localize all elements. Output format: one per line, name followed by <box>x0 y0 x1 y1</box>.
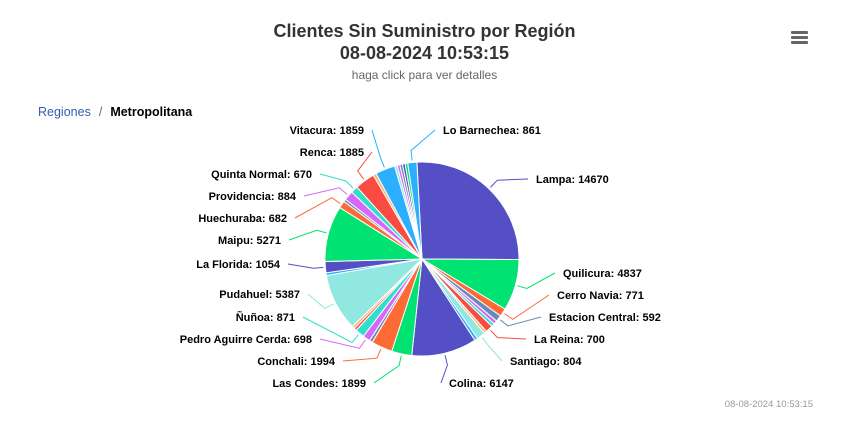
data-label-lampa[interactable]: Lampa: 14670 <box>536 174 609 186</box>
data-label-pudahuel[interactable]: Pudahuel: 5387 <box>219 289 300 301</box>
data-label-estacion-central[interactable]: Estacion Central: 592 <box>549 312 661 324</box>
data-label-quilicura[interactable]: Quilicura: 4837 <box>563 268 642 280</box>
connector-lampa <box>490 178 529 188</box>
connector-huechuraba <box>294 197 341 219</box>
chart-credits-timestamp: 08-08-2024 10:53:15 <box>724 399 813 410</box>
connector-lo-barnechea <box>410 129 436 161</box>
pie-slice-lo-barnechea[interactable] <box>407 161 423 260</box>
connector-quinta-normal <box>319 173 354 189</box>
connector-las-condes <box>373 355 402 384</box>
connector-colina <box>440 355 448 384</box>
breadcrumb-regiones-link[interactable]: Regiones <box>38 105 91 119</box>
breadcrumb-current: Metropolitana <box>110 105 193 119</box>
data-label-pedro-aguirre-cerda[interactable]: Pedro Aguirre Cerda: 698 <box>180 334 312 346</box>
connector-la-reina <box>490 330 527 340</box>
data-label-colina[interactable]: Colina: 6147 <box>449 378 514 390</box>
connector-pudahuel <box>307 293 334 309</box>
data-label-la-reina[interactable]: La Reina: 700 <box>534 334 605 346</box>
data-label-quinta-normal[interactable]: Quinta Normal: 670 <box>211 169 312 181</box>
chart-title: Clientes Sin Suministro por Región 08-08… <box>0 20 849 64</box>
chart-title-line1: Clientes Sin Suministro por Región <box>273 21 576 41</box>
connector-conchali <box>342 348 382 362</box>
chart-title-line2: 08-08-2024 10:53:15 <box>339 43 510 63</box>
data-label-las-condes[interactable]: Las Condes: 1899 <box>272 378 366 390</box>
connector-quilicura <box>517 272 556 290</box>
data-label-la-florida[interactable]: La Florida: 1054 <box>196 259 281 271</box>
data-label-maipu[interactable]: Maipu: 5271 <box>218 235 281 247</box>
data-label-lo-barnechea[interactable]: Lo Barnechea: 861 <box>443 125 541 137</box>
data-label-conchali[interactable]: Conchali: 1994 <box>257 356 336 368</box>
data-label-santiago[interactable]: Santiago: 804 <box>510 356 582 368</box>
data-label-vitacura[interactable]: Vitacura: 1859 <box>290 125 364 137</box>
connector-renca <box>357 151 373 180</box>
data-label-providencia[interactable]: Providencia: 884 <box>209 191 297 203</box>
data-label-nunoa[interactable]: Ñuñoa: 871 <box>236 311 295 324</box>
connector-santiago <box>481 337 503 362</box>
connector-estacion-central <box>499 316 542 327</box>
connector-maipu <box>288 229 327 241</box>
connector-la-florida <box>287 263 324 269</box>
chart-subtitle: haga click para ver detalles <box>351 68 498 82</box>
connector-vitacura <box>371 129 385 168</box>
hamburger-menu-icon[interactable] <box>788 28 810 48</box>
connector-providencia <box>303 187 348 197</box>
breadcrumb: Regiones / Metropolitana <box>38 105 192 119</box>
pie-slice-colina[interactable] <box>411 257 476 357</box>
pie-slice-lampa[interactable] <box>416 161 520 261</box>
breadcrumb-separator: / <box>98 105 103 119</box>
data-label-renca[interactable]: Renca: 1885 <box>300 147 364 159</box>
data-label-cerro-navia[interactable]: Cerro Navia: 771 <box>557 290 644 302</box>
connector-pedro-aguirre-cerda <box>319 338 366 349</box>
data-label-huechuraba[interactable]: Huechuraba: 682 <box>198 213 287 225</box>
connector-cerro-navia <box>504 294 550 320</box>
connector-nunoa <box>302 316 359 344</box>
